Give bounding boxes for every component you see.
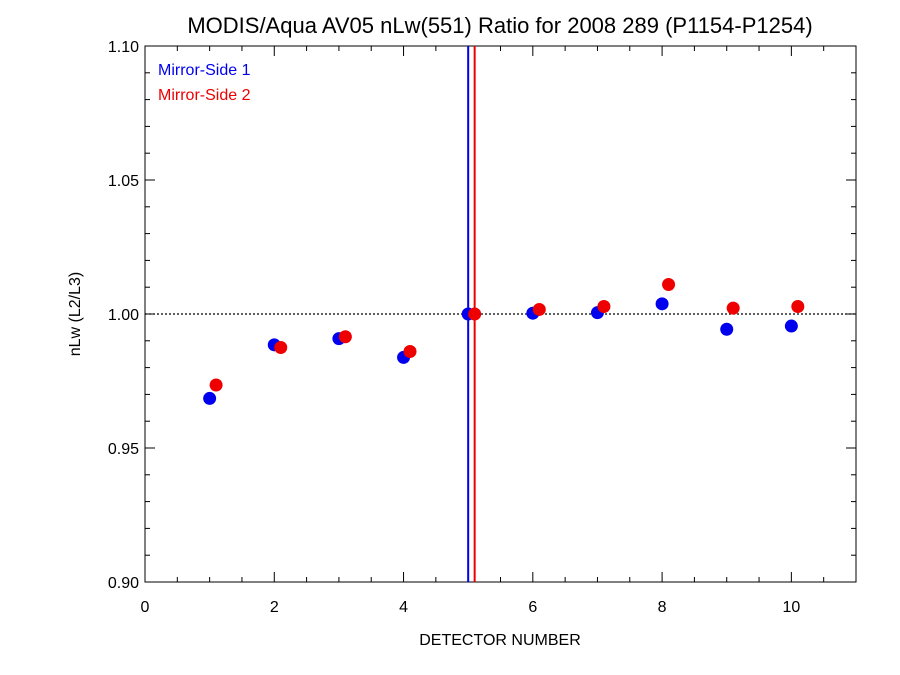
data-point bbox=[720, 322, 734, 336]
data-point bbox=[468, 307, 482, 321]
x-tick-label: 2 bbox=[270, 599, 279, 616]
legend-entry: Mirror-Side 2 bbox=[158, 87, 251, 104]
data-point bbox=[784, 319, 798, 333]
axis-ticks bbox=[144, 45, 857, 583]
data-point bbox=[597, 299, 611, 313]
data-point bbox=[726, 301, 740, 315]
x-tick-label: 8 bbox=[658, 599, 667, 616]
data-point bbox=[209, 378, 223, 392]
data-point bbox=[662, 278, 676, 292]
y-tick-label: 1.10 bbox=[108, 39, 139, 56]
x-tick-label: 10 bbox=[782, 599, 800, 616]
data-point bbox=[274, 341, 288, 354]
y-tick-label: 0.90 bbox=[108, 575, 139, 592]
y-tick-label: 1.05 bbox=[108, 173, 139, 190]
y-tick-label: 0.95 bbox=[108, 441, 139, 458]
y-tick-label: 1.00 bbox=[108, 307, 139, 324]
data-point bbox=[403, 345, 417, 359]
data-point bbox=[655, 297, 669, 311]
x-tick-label: 4 bbox=[399, 599, 408, 616]
chart-title: MODIS/Aqua AV05 nLw(551) Ratio for 2008 … bbox=[187, 13, 812, 38]
x-tick-label: 0 bbox=[141, 599, 150, 616]
data-points bbox=[203, 278, 805, 405]
x-tick-label: 6 bbox=[528, 599, 537, 616]
data-point bbox=[791, 299, 805, 313]
legend-entry: Mirror-Side 1 bbox=[158, 62, 251, 79]
data-point bbox=[532, 302, 546, 316]
data-point bbox=[203, 391, 217, 405]
tick-labels: 0 2 4 6 8 10 0.90 0.95 1.00 1.05 1.10 bbox=[108, 39, 801, 616]
legend: Mirror-Side 1 Mirror-Side 2 bbox=[158, 62, 251, 104]
y-axis-label: nLw (L2/L3) bbox=[67, 272, 84, 357]
x-axis-label: DETECTOR NUMBER bbox=[419, 632, 581, 649]
data-point bbox=[338, 330, 352, 344]
